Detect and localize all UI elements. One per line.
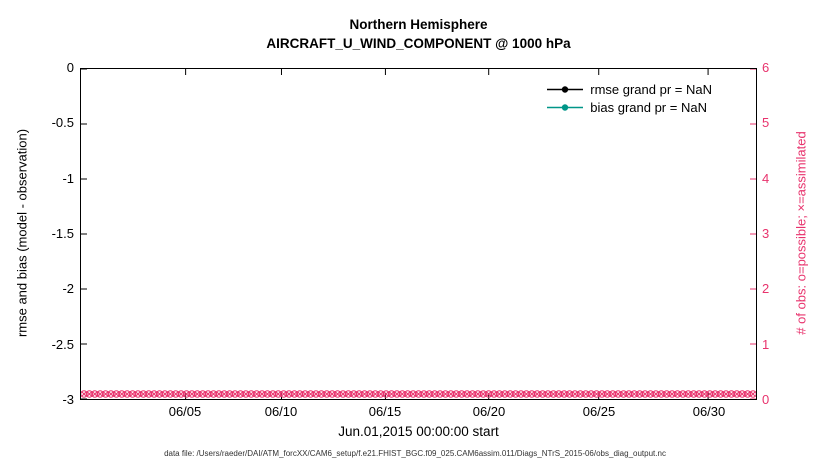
- legend-item: rmse grand pr = NaN: [546, 82, 712, 97]
- plot-canvas: [81, 69, 756, 399]
- y-tick-label-left: -1: [62, 171, 74, 186]
- y-tick-label-right: 4: [762, 171, 770, 186]
- y-tick-label-left: -3: [62, 392, 74, 407]
- y-tick-label-right: 6: [762, 60, 770, 75]
- y-tick-label-left: -2: [62, 281, 74, 296]
- y-tick-label-right: 2: [762, 281, 770, 296]
- x-tick-label: 06/30: [692, 404, 726, 419]
- x-tick-label: 06/10: [264, 404, 298, 419]
- y-tick-label-left: 0: [66, 60, 74, 75]
- x-tick-label: 06/20: [472, 404, 506, 419]
- plot-area: rmse grand pr = NaN bias grand pr = NaN: [80, 68, 757, 400]
- y-tick-label-right: 1: [762, 337, 770, 352]
- y-tick-label-right: 0: [762, 392, 770, 407]
- y-tick-label-left: -2.5: [51, 337, 74, 352]
- y-tick-label-right: 5: [762, 115, 770, 130]
- legend-item-label: rmse grand pr = NaN: [590, 82, 712, 97]
- rmse-line-marker-icon: [547, 86, 584, 93]
- chart-title: Northern Hemisphere: [349, 17, 488, 32]
- chart-subtitle: AIRCRAFT_U_WIND_COMPONENT @ 1000 hPa: [266, 36, 571, 51]
- x-axis-label: Jun.01,2015 00:00:00 start: [338, 424, 499, 439]
- legend-item-label: bias grand pr = NaN: [590, 100, 707, 115]
- legend-item: bias grand pr = NaN: [546, 100, 712, 115]
- x-tick-label: 06/25: [582, 404, 616, 419]
- y-tick-label-left: -0.5: [51, 115, 74, 130]
- bias-line-marker-icon: [547, 104, 584, 111]
- x-tick-label: 06/05: [168, 404, 202, 419]
- data-file-caption: data file: /Users/raeder/DAI/ATM_forcXX/…: [164, 449, 666, 458]
- legend: rmse grand pr = NaN bias grand pr = NaN: [546, 82, 712, 115]
- x-tick-label: 06/15: [368, 404, 402, 419]
- y-tick-label-left: -1.5: [51, 226, 74, 241]
- y-tick-label-right: 3: [762, 226, 770, 241]
